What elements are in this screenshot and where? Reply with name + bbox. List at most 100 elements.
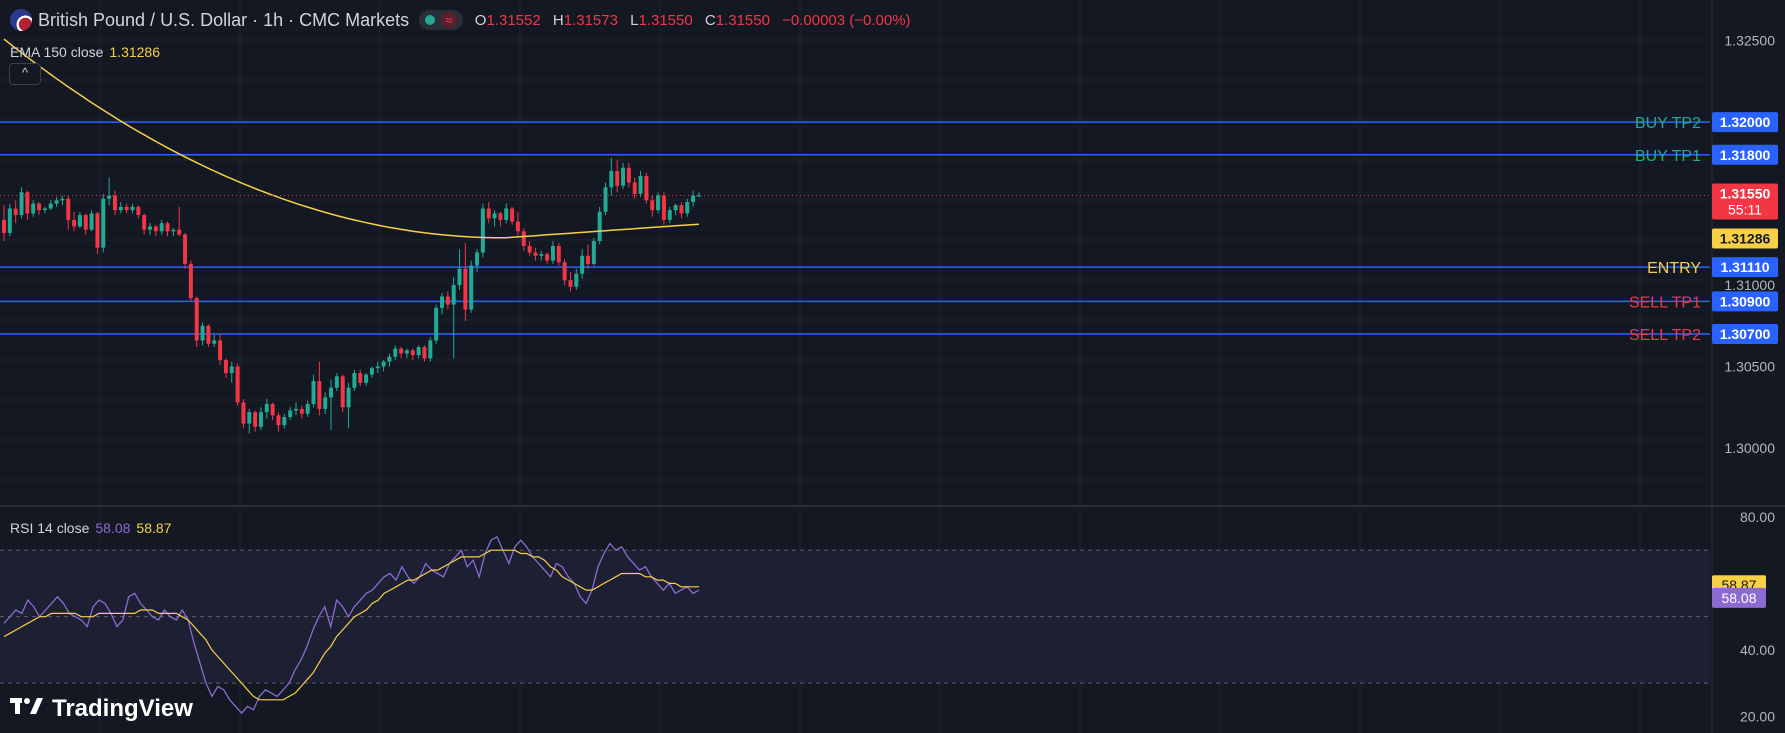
candle-body: [66, 198, 71, 220]
current-price-tag-text: 1.31550: [1720, 185, 1771, 201]
candle-body: [305, 404, 310, 414]
candle-body: [334, 376, 339, 388]
rsi-value-tag-text: 58.08: [1721, 590, 1756, 606]
candle-body: [229, 366, 234, 374]
candle-body: [510, 208, 515, 222]
candle-body: [95, 213, 100, 248]
candle-body: [153, 226, 158, 232]
candle-body: [667, 210, 672, 220]
candle-body: [352, 373, 357, 388]
candle-body: [656, 195, 661, 211]
level-label: BUY TP2: [1635, 115, 1701, 132]
candle-body: [369, 368, 374, 375]
candle-body: [294, 408, 298, 411]
candle-body: [463, 268, 468, 310]
ema-legend-label: EMA 150 close: [10, 44, 104, 60]
rsi-ma-legend-value: 58.87: [136, 520, 172, 536]
candle-body: [253, 412, 258, 427]
candle-body: [644, 175, 649, 201]
level-price-tag-text: 1.30700: [1720, 326, 1771, 342]
candle-body: [276, 415, 281, 426]
candle-body: [580, 255, 585, 274]
ema-legend[interactable]: EMA 150 close 1.31286: [10, 44, 160, 60]
candle-body: [159, 223, 164, 232]
price-axis-tick-label: 1.30000: [1724, 440, 1775, 456]
candle-body: [194, 298, 199, 341]
candle-body: [188, 263, 193, 299]
candle-body: [89, 213, 94, 230]
candle-body: [486, 208, 491, 219]
candle-body: [31, 203, 36, 214]
countdown-text: 55:11: [1728, 201, 1762, 217]
candle-body: [72, 219, 77, 227]
candle-body: [440, 296, 444, 308]
candle-body: [142, 215, 147, 230]
ema-price-tag: [1712, 228, 1778, 249]
candle-body: [550, 245, 555, 261]
market-open-dot-icon: [425, 15, 436, 25]
candle-body: [650, 200, 655, 211]
candle-body: [410, 350, 415, 356]
candle-body: [112, 195, 117, 211]
candle-body: [77, 215, 82, 227]
candle-body: [457, 268, 462, 286]
rsi-axis-tick-label: 80.00: [1740, 509, 1775, 525]
chevron-up-icon: ^: [21, 65, 29, 80]
ohlc-close-value: 1.31550: [715, 11, 770, 29]
level-label: ENTRY: [1647, 260, 1701, 277]
level-price-tag-text: 1.32000: [1720, 114, 1771, 130]
ohlc-change: −0.00003 (−0.00%): [782, 11, 911, 29]
candle-body: [42, 208, 47, 211]
ohlc-high-key: H: [552, 11, 564, 29]
candle-body: [515, 221, 520, 232]
candle-body: [282, 417, 287, 426]
candle-body: [591, 241, 596, 264]
candle-body: [171, 229, 176, 232]
candle-body: [177, 229, 182, 235]
candle-body: [299, 408, 304, 414]
candle-body: [107, 195, 112, 199]
candle-body: [586, 255, 590, 264]
tradingview-logo[interactable]: TradingView: [10, 695, 193, 723]
candle-body: [498, 213, 503, 220]
collapse-legend-button[interactable]: ^: [9, 63, 41, 85]
symbol-title[interactable]: British Pound / U.S. Dollar · 1h · CMC M…: [38, 9, 410, 30]
rsi-legend[interactable]: RSI 14 close 58.08 58.87: [10, 520, 171, 536]
candle-body: [696, 195, 701, 197]
candle-body: [218, 340, 223, 361]
candle-body: [235, 366, 240, 403]
level-price-tag: [1712, 144, 1778, 165]
ohlc-high-value: 1.31573: [563, 11, 618, 29]
candle-body: [673, 205, 678, 211]
rsi-ma-line: [3, 549, 699, 701]
candle-body: [247, 412, 252, 424]
ema-legend-value: 1.31286: [109, 44, 160, 60]
candle-body: [270, 404, 275, 416]
candle-body: [25, 192, 30, 214]
ohlc-values: O1.31552 H1.31573 L1.31550 C1.31550 −0.0…: [475, 12, 919, 29]
candle-body: [632, 182, 637, 194]
candle-body: [469, 265, 474, 310]
candle-body: [258, 412, 263, 427]
rsi-legend-value: 58.08: [95, 520, 131, 536]
candle-body: [393, 348, 398, 357]
level-price-tag: [1712, 291, 1778, 312]
candle-body: [691, 195, 696, 202]
level-price-tag-text: 1.30900: [1720, 293, 1771, 309]
rsi-axis-tick-label: 40.00: [1740, 642, 1775, 658]
candle-body: [7, 208, 12, 233]
candle-body: [597, 211, 602, 242]
tradingview-logo-icon: [10, 695, 44, 723]
candle-body: [206, 325, 211, 344]
candle-body: [545, 254, 550, 261]
rsi-line: [3, 535, 700, 715]
ema-line: [3, 38, 700, 239]
market-status-pill[interactable]: ≈: [419, 10, 463, 30]
candle-body: [124, 206, 129, 211]
level-price-tag-text: 1.31800: [1720, 147, 1771, 163]
candle-body: [621, 167, 626, 186]
candle-body: [685, 202, 690, 214]
candle-body: [37, 203, 42, 211]
ohlc-low-key: L: [630, 11, 639, 29]
